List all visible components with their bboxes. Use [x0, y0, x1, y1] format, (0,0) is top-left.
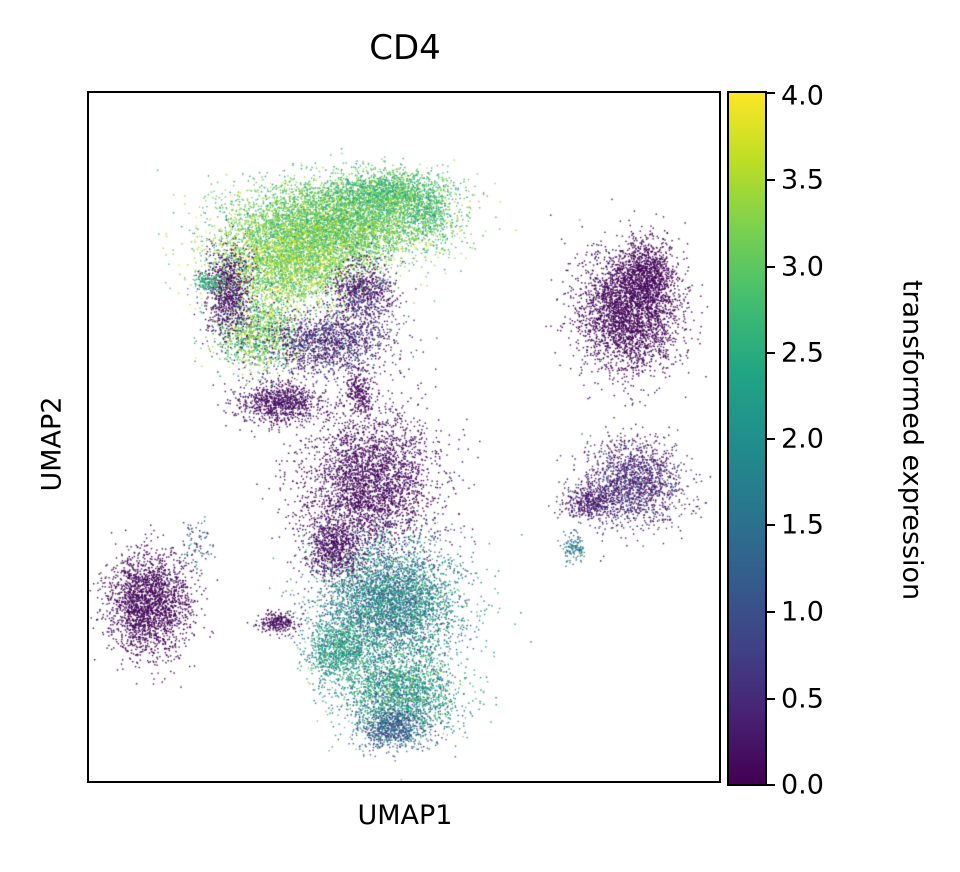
- colorbar-tick-mark: [767, 438, 775, 440]
- colorbar-tick-mark: [767, 92, 775, 94]
- colorbar-tick-label: 1.0: [781, 596, 824, 628]
- colorbar-tick-mark: [767, 266, 775, 268]
- colorbar-tick-label: 1.5: [781, 509, 824, 541]
- colorbar-label: transformed expression: [896, 279, 928, 601]
- colorbar-tick-label: 3.5: [781, 164, 824, 196]
- colorbar-tick-mark: [767, 784, 775, 786]
- colorbar-tick-mark: [767, 524, 775, 526]
- x-axis-label: UMAP1: [357, 800, 453, 831]
- colorbar-tick-mark: [767, 698, 775, 700]
- colorbar-tick-label: 3.0: [781, 251, 824, 283]
- colorbar-tick-label: 0.0: [781, 769, 824, 801]
- colorbar-tick-label: 4.0: [781, 80, 824, 112]
- colorbar-tick-label: 2.0: [781, 423, 824, 455]
- colorbar-tick-label: 2.5: [781, 337, 824, 369]
- chart-title: CD4: [369, 28, 441, 68]
- y-axis-label: UMAP2: [36, 396, 68, 492]
- colorbar-tick-mark: [767, 179, 775, 181]
- colorbar-tick-label: 0.5: [781, 683, 824, 715]
- colorbar-tick-mark: [767, 352, 775, 354]
- colorbar-tick-mark: [767, 611, 775, 613]
- umap-scatter-plot: [88, 92, 722, 784]
- colorbar: [728, 92, 766, 784]
